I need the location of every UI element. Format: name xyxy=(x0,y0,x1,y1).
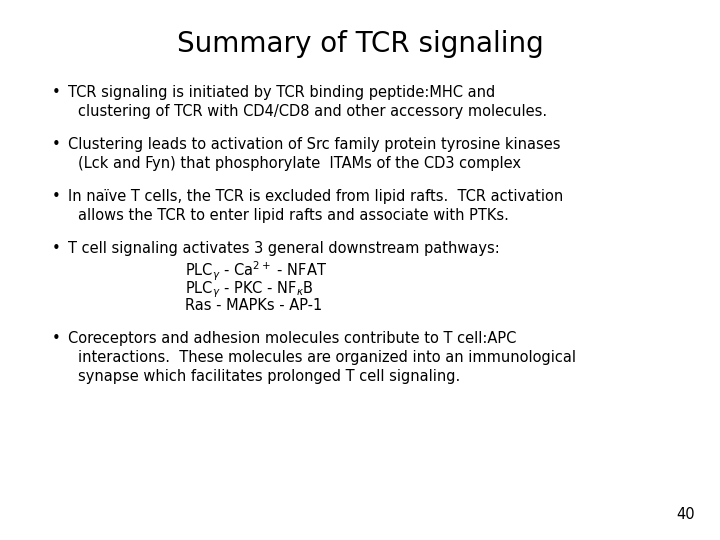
Text: Ras - MAPKs - AP-1: Ras - MAPKs - AP-1 xyxy=(185,298,323,313)
Text: •: • xyxy=(52,331,60,346)
Text: clustering of TCR with CD4/CD8 and other accessory molecules.: clustering of TCR with CD4/CD8 and other… xyxy=(78,104,547,119)
Text: •: • xyxy=(52,85,60,100)
Text: (Lck and Fyn) that phosphorylate  ITAMs of the CD3 complex: (Lck and Fyn) that phosphorylate ITAMs o… xyxy=(78,156,521,171)
Text: 40: 40 xyxy=(676,507,695,522)
Text: PLC$_{\gamma}$ - Ca$^{2+}$ - NFAT: PLC$_{\gamma}$ - Ca$^{2+}$ - NFAT xyxy=(185,260,327,284)
Text: interactions.  These molecules are organized into an immunological: interactions. These molecules are organi… xyxy=(78,350,576,365)
Text: PLC$_{\gamma}$ - PKC - NF$_{\kappa}$B: PLC$_{\gamma}$ - PKC - NF$_{\kappa}$B xyxy=(185,279,313,300)
Text: Coreceptors and adhesion molecules contribute to T cell:APC: Coreceptors and adhesion molecules contr… xyxy=(68,331,516,346)
Text: Clustering leads to activation of Src family protein tyrosine kinases: Clustering leads to activation of Src fa… xyxy=(68,137,560,152)
Text: T cell signaling activates 3 general downstream pathways:: T cell signaling activates 3 general dow… xyxy=(68,241,500,256)
Text: Summary of TCR signaling: Summary of TCR signaling xyxy=(176,30,544,58)
Text: allows the TCR to enter lipid rafts and associate with PTKs.: allows the TCR to enter lipid rafts and … xyxy=(78,208,509,223)
Text: synapse which facilitates prolonged T cell signaling.: synapse which facilitates prolonged T ce… xyxy=(78,369,460,384)
Text: •: • xyxy=(52,189,60,204)
Text: •: • xyxy=(52,241,60,256)
Text: TCR signaling is initiated by TCR binding peptide:MHC and: TCR signaling is initiated by TCR bindin… xyxy=(68,85,495,100)
Text: In naïve T cells, the TCR is excluded from lipid rafts.  TCR activation: In naïve T cells, the TCR is excluded fr… xyxy=(68,189,563,204)
Text: •: • xyxy=(52,137,60,152)
